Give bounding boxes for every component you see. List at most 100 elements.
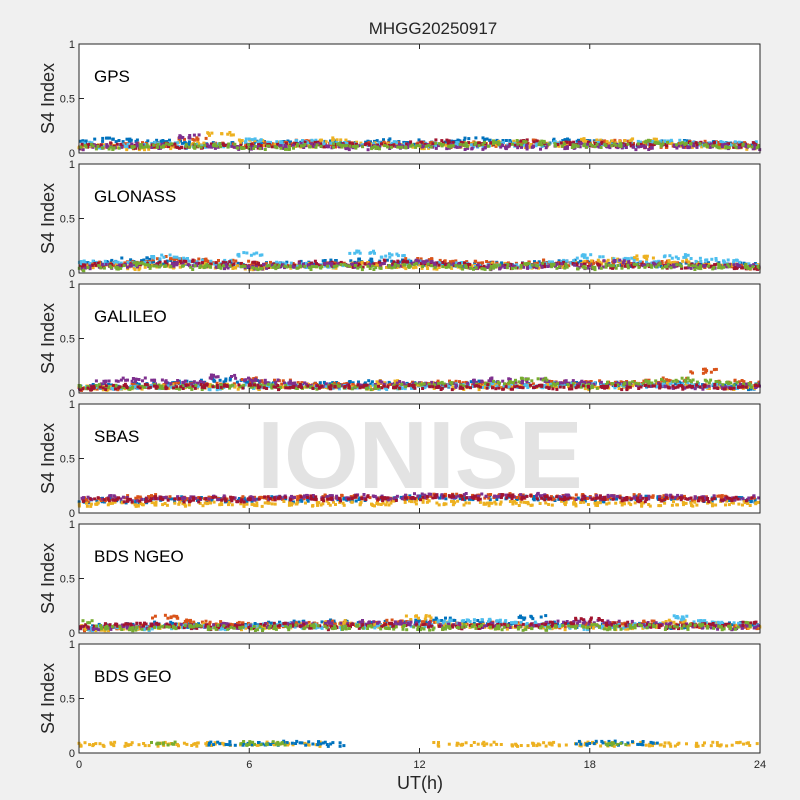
data-point	[83, 263, 87, 267]
data-point	[130, 145, 134, 149]
data-point	[621, 261, 625, 265]
data-point	[275, 140, 279, 144]
data-point	[664, 384, 668, 388]
data-point	[645, 260, 648, 264]
data-point	[404, 257, 408, 261]
data-point	[411, 261, 415, 265]
data-point	[540, 145, 544, 148]
data-point	[114, 383, 118, 387]
data-point	[319, 144, 323, 148]
data-point	[209, 262, 213, 266]
data-point	[101, 146, 104, 150]
data-point	[558, 381, 562, 385]
data-point	[404, 267, 408, 271]
data-point	[247, 376, 250, 380]
data-point	[305, 261, 308, 265]
data-point	[683, 253, 687, 257]
data-point	[469, 143, 473, 147]
data-point	[374, 266, 378, 270]
data-point	[159, 139, 163, 143]
data-point	[191, 258, 195, 262]
data-point	[312, 265, 316, 269]
data-point	[531, 138, 535, 142]
data-point	[181, 387, 185, 390]
data-point	[495, 138, 499, 142]
data-point	[243, 264, 247, 268]
data-point	[689, 266, 693, 270]
data-point	[88, 142, 92, 146]
data-point	[463, 136, 467, 140]
data-point	[431, 381, 435, 385]
data-point	[740, 379, 744, 382]
data-point	[390, 253, 394, 257]
data-point	[456, 141, 460, 145]
data-point	[311, 386, 315, 390]
data-point	[279, 386, 282, 389]
data-point	[530, 379, 534, 383]
data-point	[339, 263, 343, 266]
data-point	[480, 267, 484, 271]
data-point	[377, 260, 381, 264]
data-point	[508, 383, 512, 387]
data-point	[466, 144, 469, 148]
data-point	[489, 377, 492, 381]
data-point	[171, 383, 175, 387]
data-point	[645, 257, 649, 261]
data-point	[393, 379, 397, 383]
data-point	[114, 387, 117, 391]
data-point	[114, 379, 118, 383]
data-point	[279, 144, 283, 148]
data-point	[673, 145, 677, 148]
data-point	[96, 144, 100, 148]
data-point	[259, 383, 263, 387]
data-point	[421, 262, 425, 266]
data-point	[662, 382, 666, 386]
data-point	[422, 141, 426, 145]
data-point	[440, 139, 444, 143]
data-point	[245, 380, 249, 384]
data-point	[565, 265, 569, 269]
data-point	[455, 145, 459, 149]
data-point	[109, 145, 113, 149]
data-point	[475, 380, 478, 384]
data-point	[651, 261, 655, 265]
data-point	[121, 140, 125, 144]
panel-label: GLONASS	[94, 187, 176, 206]
data-point	[175, 385, 179, 389]
data-point	[574, 143, 578, 147]
data-point	[553, 383, 557, 387]
data-point	[619, 380, 623, 384]
data-point	[313, 143, 317, 146]
data-point	[107, 379, 111, 383]
data-point	[93, 137, 97, 141]
data-point	[514, 378, 517, 382]
data-point	[635, 257, 639, 261]
data-point	[718, 380, 722, 384]
data-point	[86, 261, 90, 265]
data-point	[495, 143, 499, 147]
data-point	[228, 386, 232, 390]
data-point	[270, 385, 274, 389]
data-point	[541, 378, 545, 382]
data-point	[237, 254, 241, 258]
data-point	[687, 265, 691, 269]
data-point	[727, 146, 731, 149]
data-point	[255, 251, 259, 255]
data-point	[581, 265, 585, 269]
data-point	[650, 145, 653, 149]
data-point	[553, 142, 557, 146]
data-point	[86, 386, 90, 390]
data-point	[353, 251, 357, 255]
data-point	[662, 379, 666, 383]
data-point	[553, 385, 557, 389]
data-point	[487, 261, 491, 265]
data-point	[515, 144, 519, 148]
data-point	[611, 264, 615, 268]
data-point	[335, 141, 339, 145]
data-point	[293, 381, 297, 385]
data-point	[501, 379, 505, 383]
data-point	[665, 144, 669, 148]
data-point	[289, 266, 293, 270]
data-point	[623, 256, 627, 260]
data-point	[191, 268, 195, 271]
